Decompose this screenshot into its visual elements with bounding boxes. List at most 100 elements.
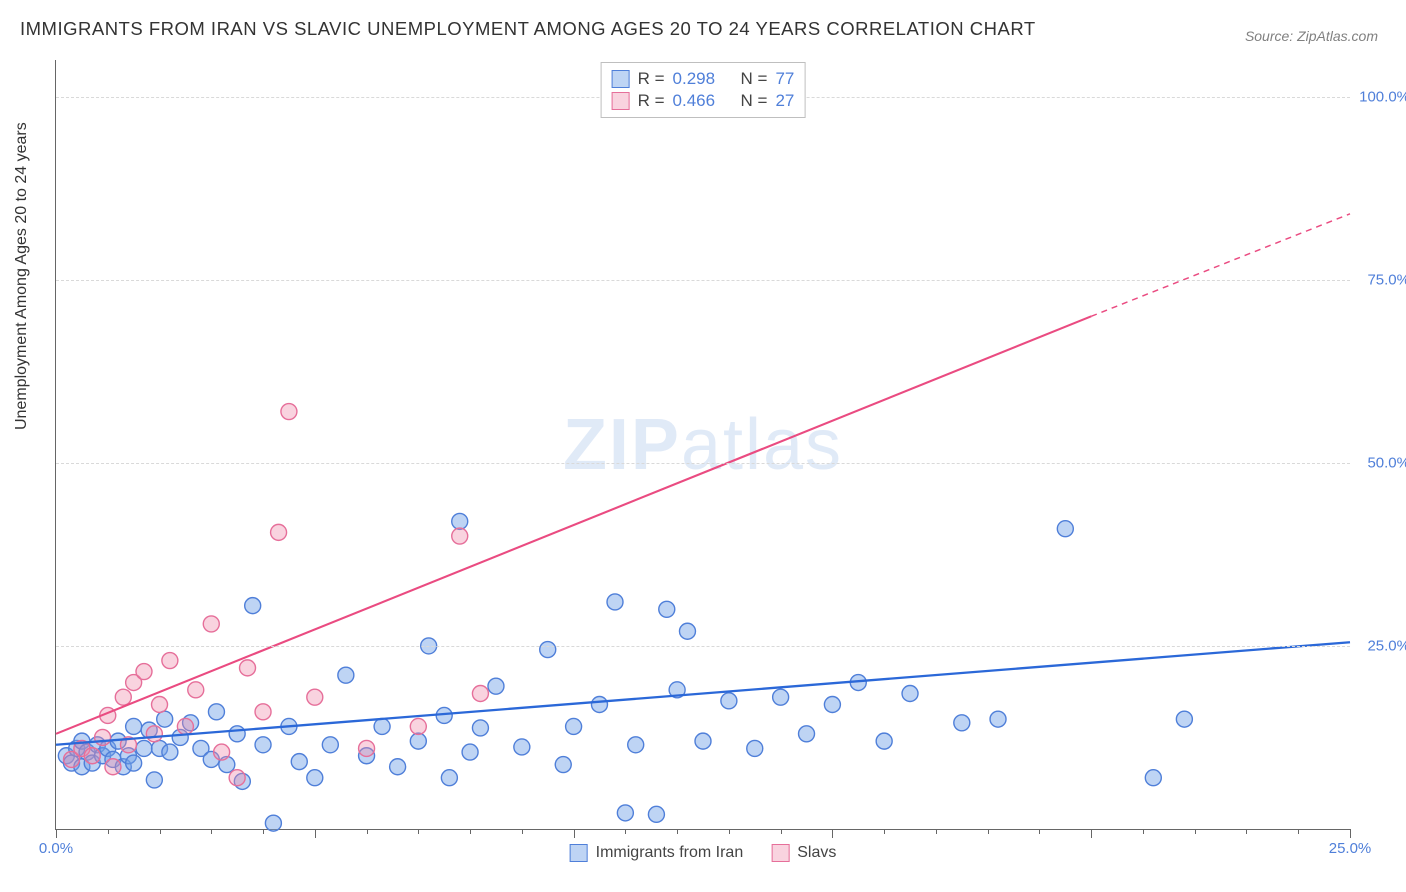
x-tick bbox=[832, 829, 833, 838]
data-point bbox=[452, 528, 468, 544]
x-tick bbox=[988, 829, 989, 834]
x-tick bbox=[315, 829, 316, 838]
trend-line bbox=[56, 316, 1091, 733]
gridline bbox=[56, 646, 1350, 647]
swatch-pink-icon bbox=[771, 844, 789, 862]
x-tick bbox=[1350, 829, 1351, 838]
data-point bbox=[648, 806, 664, 822]
data-point bbox=[441, 770, 457, 786]
data-point bbox=[162, 653, 178, 669]
data-point bbox=[410, 718, 426, 734]
data-point bbox=[188, 682, 204, 698]
gridline bbox=[56, 463, 1350, 464]
swatch-blue-icon bbox=[612, 70, 630, 88]
data-point bbox=[322, 737, 338, 753]
data-point bbox=[472, 686, 488, 702]
y-tick-label: 75.0% bbox=[1355, 271, 1406, 288]
swatch-pink-icon bbox=[612, 92, 630, 110]
data-point bbox=[126, 718, 142, 734]
chart-svg bbox=[56, 60, 1350, 829]
data-point bbox=[954, 715, 970, 731]
legend-label: Slavs bbox=[797, 844, 836, 862]
data-point bbox=[177, 718, 193, 734]
x-tick bbox=[1091, 829, 1092, 838]
y-tick-label: 25.0% bbox=[1355, 637, 1406, 654]
x-tick bbox=[522, 829, 523, 834]
x-tick bbox=[56, 829, 57, 838]
data-point bbox=[374, 718, 390, 734]
data-point bbox=[255, 737, 271, 753]
data-point bbox=[679, 623, 695, 639]
data-point bbox=[146, 726, 162, 742]
x-tick bbox=[418, 829, 419, 834]
x-tick bbox=[1298, 829, 1299, 834]
y-tick-label: 100.0% bbox=[1355, 88, 1406, 105]
data-point bbox=[721, 693, 737, 709]
data-point bbox=[452, 513, 468, 529]
data-point bbox=[245, 598, 261, 614]
data-point bbox=[291, 754, 307, 770]
series-legend: Immigrants from Iran Slavs bbox=[570, 844, 837, 862]
data-point bbox=[115, 689, 131, 705]
data-point bbox=[281, 404, 297, 420]
data-point bbox=[359, 740, 375, 756]
x-tick bbox=[884, 829, 885, 834]
data-point bbox=[876, 733, 892, 749]
data-point bbox=[255, 704, 271, 720]
data-point bbox=[390, 759, 406, 775]
data-point bbox=[555, 757, 571, 773]
legend-row-slavs: R = 0.466 N = 27 bbox=[612, 90, 795, 112]
data-point bbox=[410, 733, 426, 749]
x-tick bbox=[1195, 829, 1196, 834]
data-point bbox=[1145, 770, 1161, 786]
data-point bbox=[105, 759, 121, 775]
data-point bbox=[240, 660, 256, 676]
data-point bbox=[136, 740, 152, 756]
data-point bbox=[307, 689, 323, 705]
plot-area: ZIPatlas 25.0%50.0%75.0%100.0%0.0%25.0% bbox=[55, 60, 1350, 830]
x-tick bbox=[677, 829, 678, 834]
data-point bbox=[1176, 711, 1192, 727]
legend-item-slavs: Slavs bbox=[771, 844, 836, 862]
x-tick bbox=[160, 829, 161, 834]
gridline bbox=[56, 280, 1350, 281]
x-tick-label: 0.0% bbox=[39, 840, 73, 857]
data-point bbox=[271, 524, 287, 540]
data-point bbox=[617, 805, 633, 821]
data-point bbox=[591, 696, 607, 712]
chart-title: IMMIGRANTS FROM IRAN VS SLAVIC UNEMPLOYM… bbox=[20, 18, 1036, 40]
x-tick bbox=[470, 829, 471, 834]
data-point bbox=[514, 739, 530, 755]
data-point bbox=[146, 772, 162, 788]
x-tick bbox=[1246, 829, 1247, 834]
x-tick bbox=[108, 829, 109, 834]
legend-item-iran: Immigrants from Iran bbox=[570, 844, 744, 862]
data-point bbox=[214, 744, 230, 760]
data-point bbox=[95, 729, 111, 745]
x-tick bbox=[1143, 829, 1144, 834]
data-point bbox=[208, 704, 224, 720]
data-point bbox=[307, 770, 323, 786]
data-point bbox=[152, 696, 168, 712]
data-point bbox=[488, 678, 504, 694]
trend-line bbox=[56, 642, 1350, 745]
x-tick bbox=[625, 829, 626, 834]
swatch-blue-icon bbox=[570, 844, 588, 862]
x-tick bbox=[936, 829, 937, 834]
data-point bbox=[157, 711, 173, 727]
x-tick bbox=[781, 829, 782, 834]
data-point bbox=[162, 744, 178, 760]
legend-row-iran: R = 0.298 N = 77 bbox=[612, 68, 795, 90]
data-point bbox=[229, 770, 245, 786]
data-point bbox=[136, 664, 152, 680]
data-point bbox=[824, 696, 840, 712]
data-point bbox=[628, 737, 644, 753]
data-point bbox=[126, 755, 142, 771]
x-tick bbox=[729, 829, 730, 834]
data-point bbox=[265, 815, 281, 831]
data-point bbox=[540, 642, 556, 658]
x-tick bbox=[367, 829, 368, 834]
data-point bbox=[84, 748, 100, 764]
trend-line-extrapolated bbox=[1091, 214, 1350, 317]
data-point bbox=[229, 726, 245, 742]
